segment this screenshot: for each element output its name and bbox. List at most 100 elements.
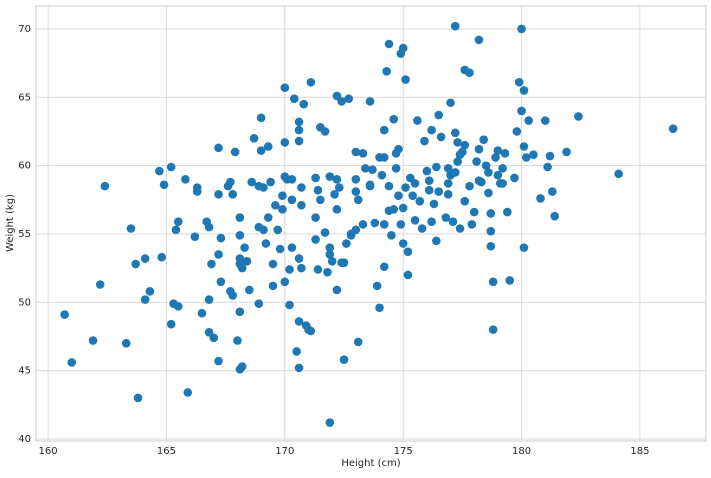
y-tick-label: 40 (18, 434, 31, 445)
point (519, 243, 529, 252)
point (503, 207, 512, 217)
point (382, 67, 391, 76)
point (289, 94, 299, 103)
point (287, 243, 297, 252)
point (450, 128, 460, 138)
point (486, 241, 496, 251)
point (477, 177, 486, 187)
point (306, 77, 316, 87)
point (441, 213, 451, 222)
point (524, 116, 533, 125)
point (297, 263, 306, 273)
x-tick-label: 165 (157, 446, 176, 457)
point (95, 280, 105, 289)
point (514, 77, 524, 87)
point (325, 250, 335, 259)
y-tick-label: 45 (18, 366, 31, 377)
point (379, 220, 389, 229)
point (280, 277, 290, 287)
point (275, 244, 285, 254)
point (434, 110, 444, 120)
point (332, 174, 342, 184)
point (453, 138, 462, 147)
point (230, 147, 240, 157)
point (453, 157, 462, 166)
point (351, 174, 361, 184)
point (429, 199, 439, 209)
point (529, 150, 538, 159)
point (334, 183, 344, 192)
point (268, 281, 278, 291)
point (488, 325, 498, 334)
point (278, 191, 287, 200)
point (436, 132, 446, 142)
point (344, 94, 354, 103)
point (263, 142, 273, 151)
point (481, 161, 491, 170)
point (519, 142, 529, 151)
point (427, 217, 436, 226)
point (389, 114, 399, 124)
point (214, 250, 223, 259)
x-tick-label: 175 (394, 446, 413, 457)
point (403, 270, 413, 280)
point (491, 153, 500, 162)
point (443, 179, 453, 188)
point (173, 217, 183, 226)
x-tick-label: 185 (630, 446, 649, 457)
point (505, 276, 515, 285)
point (469, 207, 479, 217)
point (389, 205, 399, 214)
point (375, 303, 384, 313)
point (351, 187, 361, 196)
point (121, 338, 131, 348)
point (458, 147, 467, 157)
point (228, 291, 238, 300)
point (285, 300, 294, 310)
point (256, 113, 266, 123)
point (140, 295, 150, 304)
point (379, 125, 389, 135)
point (263, 213, 273, 222)
point (320, 127, 330, 136)
point (422, 166, 432, 176)
point (235, 231, 245, 240)
point (67, 358, 77, 367)
point (424, 185, 434, 195)
point (126, 224, 136, 233)
point (351, 147, 361, 157)
point (401, 183, 410, 192)
point (292, 347, 301, 356)
point (368, 165, 377, 175)
point (450, 21, 460, 31)
point (297, 183, 306, 192)
point (259, 225, 268, 235)
point (342, 239, 351, 248)
point (339, 355, 349, 364)
point (280, 83, 290, 93)
point (446, 98, 455, 108)
point (486, 209, 496, 218)
point (365, 97, 375, 106)
point (294, 363, 304, 373)
point (337, 97, 346, 106)
point (484, 188, 493, 198)
point (214, 143, 223, 153)
point (488, 277, 498, 287)
point (278, 205, 287, 214)
point (157, 252, 167, 262)
point (460, 140, 470, 150)
point (294, 117, 304, 127)
point (384, 39, 394, 49)
point (379, 262, 389, 272)
point (266, 177, 275, 187)
point (415, 196, 425, 206)
point (474, 144, 484, 154)
point (311, 173, 320, 183)
point (358, 149, 368, 158)
point (434, 187, 444, 196)
y-tick-label: 70 (18, 24, 31, 35)
point (311, 213, 320, 222)
point (536, 194, 545, 203)
point (398, 203, 408, 213)
